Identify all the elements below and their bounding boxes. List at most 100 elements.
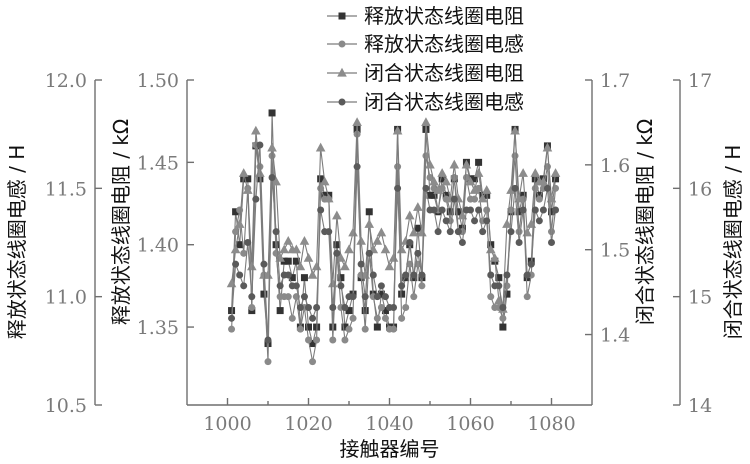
- data-point: [381, 293, 389, 301]
- data-point: [471, 195, 479, 203]
- data-point: [305, 323, 312, 331]
- data-point: [398, 314, 406, 322]
- data-point: [515, 239, 523, 246]
- data-point: [369, 271, 377, 279]
- data-point: [336, 252, 346, 262]
- data-point: [380, 244, 391, 254]
- data-point: [279, 244, 289, 254]
- data-point: [531, 184, 539, 192]
- data-point: [361, 325, 369, 333]
- data-point: [402, 271, 410, 279]
- data-point: [353, 163, 361, 171]
- data-point: [283, 236, 294, 245]
- data-point: [284, 257, 292, 265]
- data-point: [311, 261, 322, 271]
- data-point: [523, 271, 531, 279]
- data-point: [519, 206, 527, 214]
- data-point: [296, 325, 304, 333]
- y-tick-label-l2: 1.35: [137, 317, 179, 339]
- data-point: [390, 325, 398, 333]
- data-point: [433, 185, 443, 194]
- data-point: [313, 336, 321, 344]
- x-axis-title: 接触器编号: [340, 437, 440, 461]
- data-point: [402, 304, 410, 311]
- data-point: [248, 304, 256, 311]
- data-point: [441, 176, 451, 186]
- data-point: [450, 195, 458, 203]
- data-point: [309, 314, 317, 322]
- y-tick-label-r2: 15: [688, 287, 712, 309]
- data-point: [242, 185, 253, 194]
- y-tick-label-l1: 10.5: [45, 395, 87, 417]
- y-tick-label-r2: 17: [688, 70, 712, 92]
- data-point: [494, 295, 504, 305]
- legend-label: 闭合状态线圈电阻: [364, 61, 524, 85]
- data-point: [244, 239, 252, 246]
- data-point: [291, 244, 302, 254]
- data-point: [552, 175, 560, 183]
- y-tick-label-l2: 1.40: [137, 235, 179, 257]
- x-tick-label: 1040: [365, 413, 413, 435]
- data-point: [236, 241, 244, 249]
- legend-entry-4: 闭合状态线圈电感: [327, 90, 524, 114]
- data-point: [377, 282, 385, 290]
- data-point: [256, 141, 264, 149]
- axes-layer: 10.5 11.0 11.5 12.0 1.35 1.40 1.45 1.50 1.4 1.5 1.…: [5, 70, 745, 461]
- data-point: [341, 336, 349, 344]
- data-point: [340, 261, 350, 271]
- data-point: [356, 236, 366, 245]
- data-point: [458, 239, 466, 246]
- data-point: [376, 227, 387, 237]
- legend-label: 释放状态线圈电阻: [364, 4, 524, 28]
- data-point: [530, 168, 541, 177]
- data-point: [499, 323, 507, 331]
- data-point: [344, 244, 354, 254]
- data-point: [309, 340, 317, 348]
- data-point: [255, 168, 265, 177]
- x-tick-label: 1060: [446, 413, 494, 435]
- data-point: [361, 307, 369, 315]
- data-point: [438, 175, 446, 183]
- legend-marker: [338, 12, 346, 20]
- data-point: [467, 206, 474, 214]
- data-point: [300, 274, 308, 282]
- y-axis-title-r1-group: 闭合状态线圈电阻 / kΩ: [633, 119, 657, 325]
- x-tick-label: 1080: [527, 413, 575, 435]
- data-point: [341, 323, 349, 331]
- series-4: [228, 141, 560, 344]
- data-point: [507, 228, 515, 236]
- data-point: [477, 193, 488, 203]
- data-point: [240, 282, 248, 290]
- data-point: [365, 249, 373, 257]
- data-point: [307, 269, 318, 279]
- data-point: [264, 358, 272, 366]
- data-point: [519, 191, 527, 199]
- data-point: [248, 293, 256, 301]
- data-point: [377, 290, 385, 298]
- data-point: [523, 293, 531, 301]
- data-point: [357, 260, 365, 268]
- data-point: [264, 336, 272, 344]
- y-tick-label-r1: 1.7: [600, 70, 630, 92]
- data-point: [373, 323, 381, 331]
- data-point: [511, 152, 519, 160]
- data-point: [398, 282, 406, 290]
- data-point: [276, 282, 284, 290]
- data-point: [437, 168, 447, 177]
- data-point: [414, 249, 422, 257]
- data-point: [410, 271, 418, 279]
- data-point: [413, 202, 423, 211]
- data-point: [394, 184, 402, 192]
- legend-marker: [337, 67, 347, 77]
- data-point: [292, 257, 300, 265]
- data-point: [325, 228, 333, 236]
- data-point: [232, 208, 240, 216]
- data-point: [418, 282, 426, 290]
- data-point: [514, 193, 524, 203]
- data-point: [381, 314, 389, 322]
- data-point: [271, 176, 281, 186]
- data-point: [303, 252, 314, 262]
- data-point: [345, 325, 353, 333]
